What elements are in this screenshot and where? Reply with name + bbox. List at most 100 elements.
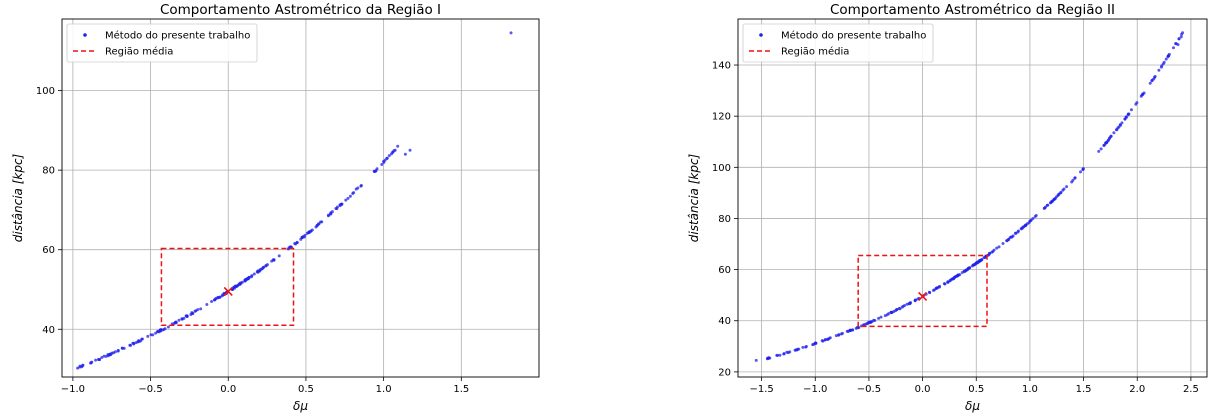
data-point <box>302 235 306 239</box>
data-point <box>140 337 144 341</box>
data-point <box>196 308 200 312</box>
data-point <box>786 351 790 355</box>
data-point <box>1050 200 1054 204</box>
data-point <box>778 353 782 357</box>
data-point <box>80 365 84 369</box>
data-point <box>1179 35 1183 39</box>
data-point <box>1167 52 1171 56</box>
data-point <box>877 316 881 320</box>
data-point <box>965 268 969 272</box>
data-point <box>856 326 860 330</box>
data-point <box>387 154 391 158</box>
data-point <box>868 320 872 324</box>
data-point <box>1031 216 1035 220</box>
data-point <box>824 338 828 342</box>
x-tick-label: 2.5 <box>1183 384 1199 395</box>
x-tick-label: 0.0 <box>220 384 236 395</box>
x-tick-label: −0.5 <box>857 384 881 395</box>
data-point <box>927 290 931 294</box>
data-point <box>380 163 384 167</box>
data-point <box>1114 128 1118 132</box>
data-point <box>335 205 339 209</box>
data-point <box>264 264 268 268</box>
data-point <box>1166 55 1170 59</box>
data-point <box>1052 197 1056 201</box>
data-point <box>992 248 996 252</box>
data-point <box>116 349 120 353</box>
data-point <box>76 366 80 370</box>
data-point <box>256 270 260 274</box>
data-point <box>191 312 195 316</box>
data-point <box>1008 236 1012 240</box>
data-point <box>1157 68 1161 72</box>
data-point <box>889 310 893 314</box>
data-point <box>182 316 186 320</box>
data-point <box>154 331 158 335</box>
data-point <box>1174 42 1178 46</box>
legend-label-points: Método do presente trabalho <box>105 30 250 42</box>
data-point <box>796 347 800 351</box>
data-point <box>879 315 883 319</box>
legend-label-region: Região média <box>105 46 173 58</box>
chart-panel-2: −1.5 −1.0 −0.5 0.0 0.5 1.0 1.5 2.0 2.5 20 40 60 80 10… <box>687 2 1208 413</box>
legend-marker-points <box>83 33 87 37</box>
y-tick-label: 20 <box>718 367 731 378</box>
data-point <box>995 246 999 250</box>
data-point <box>837 333 841 337</box>
data-point <box>1150 78 1154 82</box>
data-point <box>932 288 936 292</box>
data-point <box>793 348 797 352</box>
data-point <box>892 309 896 313</box>
x-tick-label: −1.0 <box>61 384 85 395</box>
data-point <box>1099 147 1103 151</box>
data-point <box>1027 221 1031 225</box>
data-point <box>243 279 247 283</box>
data-point <box>327 213 331 217</box>
x-tick-label: 1.0 <box>1022 384 1038 395</box>
data-point <box>1011 234 1015 238</box>
data-point <box>1177 37 1181 41</box>
y-tick-label: 120 <box>712 112 731 123</box>
data-point <box>185 314 189 318</box>
data-point <box>851 328 855 332</box>
data-point <box>1129 108 1133 112</box>
data-point <box>315 223 319 227</box>
legend-box <box>66 23 258 63</box>
x-tick-label: 2.0 <box>1129 384 1145 395</box>
x-tick-label: −1.5 <box>749 384 773 395</box>
data-point <box>90 360 94 364</box>
data-point <box>1097 149 1101 153</box>
data-point <box>1112 131 1116 135</box>
data-point <box>340 202 344 206</box>
y-tick-label: 100 <box>712 163 731 174</box>
chart-title: Comportamento Astrométrico da Região I <box>160 2 441 18</box>
data-point <box>801 345 805 349</box>
data-point <box>356 186 360 190</box>
data-point <box>166 325 170 329</box>
data-point <box>277 254 281 258</box>
data-point <box>1160 64 1164 68</box>
data-point <box>913 298 917 302</box>
data-point <box>98 357 102 361</box>
data-point <box>1001 241 1005 245</box>
data-point <box>883 314 887 318</box>
data-point <box>1126 112 1130 116</box>
data-point <box>346 196 350 200</box>
data-point <box>946 280 950 284</box>
x-tick-label: 0.5 <box>298 384 314 395</box>
x-tick-label: −1.0 <box>803 384 827 395</box>
data-point <box>1057 193 1061 197</box>
data-point <box>1034 214 1038 218</box>
center-marker <box>918 291 928 302</box>
data-point <box>971 263 975 267</box>
center-marker <box>223 286 233 297</box>
data-point <box>294 242 298 246</box>
y-tick-label: 40 <box>42 325 55 336</box>
data-point <box>375 167 379 171</box>
data-point <box>193 309 197 313</box>
data-point <box>174 321 178 325</box>
data-point <box>814 341 818 345</box>
y-tick-label: 60 <box>42 245 55 256</box>
y-tick-label: 60 <box>718 265 731 276</box>
